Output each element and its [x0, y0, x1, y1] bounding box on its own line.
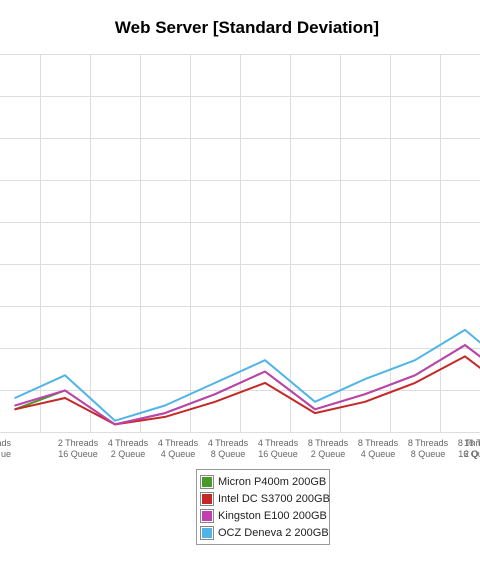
x-tick-label: ue	[1, 449, 11, 459]
legend-swatch	[200, 474, 214, 489]
x-tick-label: 4 Threads	[158, 438, 199, 448]
data-point	[214, 393, 216, 396]
legend: Micron P400m 200GB Intel DC S3700 200GB Ki…	[196, 469, 330, 545]
data-point	[14, 408, 16, 411]
x-tick-label: 8 Threads	[458, 438, 480, 448]
legend-item[interactable]: Kingston E100 200GB	[200, 507, 327, 524]
legend-label: Intel DC S3700 200GB	[218, 492, 330, 505]
data-point	[214, 382, 216, 384]
x-tick-label: eads	[0, 438, 11, 448]
grid	[0, 54, 480, 433]
data-point	[314, 408, 316, 411]
legend-item[interactable]: OCZ Deneva 2 200GB	[200, 524, 329, 541]
x-tick-label: 8 Queue	[211, 449, 246, 459]
legend-item[interactable]: Intel DC S3700 200GB	[200, 490, 330, 507]
x-tick-label: 8 Queue	[411, 449, 446, 459]
data-point	[364, 400, 366, 403]
data-point	[264, 370, 266, 373]
legend-item[interactable]: Micron P400m 200GB	[200, 473, 327, 490]
data-point	[314, 412, 316, 414]
x-tick-label: 4 Queue	[361, 449, 396, 459]
data-point	[164, 404, 166, 407]
data-point	[414, 382, 416, 384]
x-tick-label: 16 T	[464, 438, 480, 448]
data-point	[264, 359, 266, 361]
x-tick-label: 2 Q	[464, 449, 479, 459]
legend-label: Micron P400m 200GB	[218, 475, 327, 488]
data-point	[14, 404, 16, 407]
x-tick-label: 8 Threads	[408, 438, 449, 448]
legend-swatch	[200, 508, 214, 523]
data-point	[414, 374, 416, 377]
x-tick-label: 4 Threads	[108, 438, 149, 448]
data-point	[314, 400, 316, 403]
data-point	[114, 423, 116, 426]
x-tick-label: 8 Threads	[358, 438, 399, 448]
data-point	[164, 416, 166, 418]
x-tick-label: 2 Queue	[311, 449, 346, 459]
data-point	[264, 382, 266, 384]
x-tick-label: 4 Threads	[208, 438, 249, 448]
x-tick-label: 16 Queue	[458, 449, 480, 459]
data-point	[364, 393, 366, 396]
data-point	[164, 412, 166, 414]
x-tick-label: 16 Queue	[58, 449, 98, 459]
data-point	[64, 374, 66, 377]
x-tick-label: 8 Threads	[308, 438, 349, 448]
data-point	[64, 397, 66, 399]
data-point	[14, 397, 16, 399]
legend-label: Kingston E100 200GB	[218, 509, 327, 522]
data-point	[464, 355, 466, 358]
x-tick-label: 16 Queue	[258, 449, 298, 459]
data-point	[364, 378, 366, 380]
data-point	[64, 389, 66, 392]
legend-swatch	[200, 525, 214, 540]
chart-title: Web Server [Standard Deviation]	[114, 18, 380, 37]
x-tick-label: 4 Queue	[161, 449, 196, 459]
x-tick-label: 4 Threads	[258, 438, 299, 448]
series-lines	[14, 328, 480, 426]
data-point	[414, 359, 416, 361]
data-point	[464, 344, 466, 346]
series-line-4	[14, 328, 480, 422]
data-point	[464, 329, 466, 331]
x-tick-label: 2 Queue	[111, 449, 146, 459]
data-point	[214, 400, 216, 403]
legend-swatch	[200, 491, 214, 506]
data-point	[114, 419, 116, 422]
legend-label: OCZ Deneva 2 200GB	[218, 526, 329, 539]
x-tick-label: 2 Threads	[58, 438, 99, 448]
